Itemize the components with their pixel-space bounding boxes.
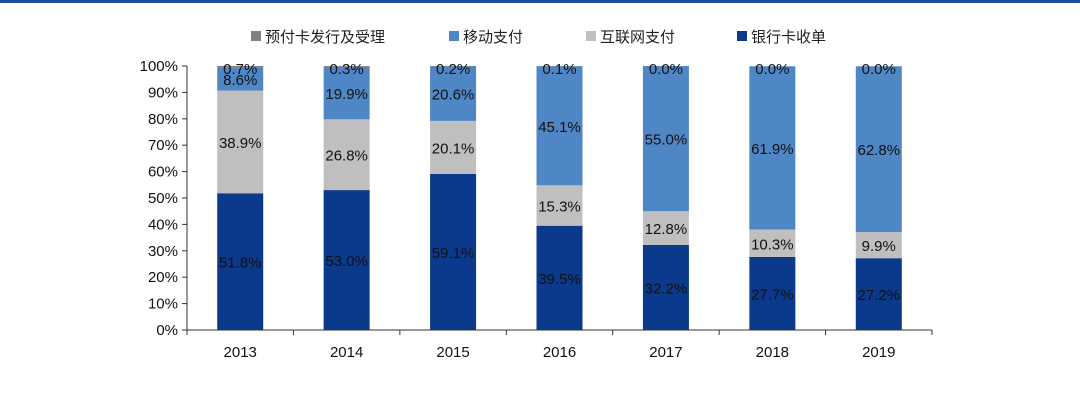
top-rule [0,0,1080,3]
legend-item-mobile: 移动支付 [449,24,523,48]
data-label: 0.7% [223,61,257,78]
bar-segment-0-2017 [642,244,689,330]
y-tick-label: 20% [148,269,178,286]
legend-item-internet: 互联网支付 [586,24,675,48]
bar-segment-1-2019 [855,232,902,259]
data-label: 0.0% [649,61,683,78]
data-label: 51.8% [219,255,262,272]
data-label: 19.9% [325,86,368,103]
data-label: 20.1% [432,140,475,157]
bar-segment-2-2019 [855,66,902,233]
bar-segment-0-2019 [855,258,902,330]
bar-segment-2-2016 [536,66,583,186]
bar-segment-2-2017 [642,66,689,212]
y-tick-label: 70% [148,137,178,154]
y-tick-label: 30% [148,243,178,260]
y-tick-label: 80% [148,111,178,128]
bar-segment-2-2014 [323,66,370,120]
data-label: 15.3% [538,199,581,216]
bar-segment-3-2013 [217,66,264,68]
data-label: 0.0% [862,61,896,78]
data-label: 62.8% [858,142,901,159]
data-label: 39.5% [538,271,581,288]
x-tick-label: 2015 [436,344,469,361]
legend-label-internet: 互联网支付 [600,28,676,46]
x-tick-label: 2019 [862,344,895,361]
x-tick-label: 2013 [224,344,257,361]
bar-segment-1-2013 [217,90,264,194]
bar-segment-1-2017 [642,211,689,245]
bar-segment-1-2014 [323,119,370,191]
data-label: 27.7% [751,286,794,303]
data-label: 0.0% [755,61,789,78]
legend-item-bankcard: 银行卡收单 [737,24,826,48]
legend-swatch-mobile [449,31,459,41]
x-tick-label: 2016 [543,344,576,361]
bar-segment-2-2018 [749,66,796,230]
data-label: 0.3% [330,61,364,78]
data-label: 0.1% [542,61,576,78]
data-label: 53.0% [325,253,368,270]
x-tick-label: 2014 [330,344,363,361]
legend-swatch-bankcard [737,31,747,41]
bar-segment-1-2016 [536,185,583,226]
bar-segment-1-2015 [430,120,477,174]
bar-segment-0-2016 [536,225,583,330]
bar-segment-2-2015 [430,66,477,121]
data-label: 0.2% [436,61,470,78]
data-label: 26.8% [325,148,368,165]
data-label: 27.2% [858,287,901,304]
x-tick-label: 2017 [649,344,682,361]
y-tick-label: 90% [148,84,178,101]
y-tick-label: 50% [148,190,178,207]
y-tick-label: 0% [156,322,178,339]
legend-label-prepaid: 预付卡发行及受理 [265,28,386,46]
legend-swatch-internet [586,31,596,41]
data-label: 10.3% [751,236,794,253]
bar-segment-0-2015 [430,173,477,330]
legend-label-bankcard: 银行卡收单 [751,28,827,46]
bar-segment-1-2018 [749,229,796,257]
bar-segment-2-2013 [217,67,264,91]
chart-legend: 预付卡发行及受理 移动支付 互联网支付 银行卡收单 [0,24,1080,48]
legend-label-mobile: 移动支付 [463,28,524,46]
bar-segment-3-2015 [430,66,477,67]
y-tick-label: 60% [148,164,178,181]
data-label: 55.0% [645,132,688,149]
data-label: 59.1% [432,245,475,262]
data-label: 8.6% [223,72,257,89]
data-label: 9.9% [862,238,896,255]
data-label: 20.6% [432,87,475,104]
data-label: 45.1% [538,119,581,136]
legend-swatch-prepaid [251,31,261,41]
bar-segment-0-2018 [749,256,796,330]
y-tick-label: 100% [140,58,178,75]
data-label: 12.8% [645,221,688,238]
y-tick-label: 10% [148,296,178,313]
data-label: 32.2% [645,280,688,297]
x-tick-label: 2018 [756,344,789,361]
bar-segment-3-2014 [323,66,370,67]
bar-segment-0-2014 [323,190,370,330]
data-label: 61.9% [751,141,794,158]
data-label: 38.9% [219,135,262,152]
legend-item-prepaid: 预付卡发行及受理 [251,24,385,48]
y-tick-label: 40% [148,216,178,233]
bar-segment-0-2013 [217,193,264,330]
